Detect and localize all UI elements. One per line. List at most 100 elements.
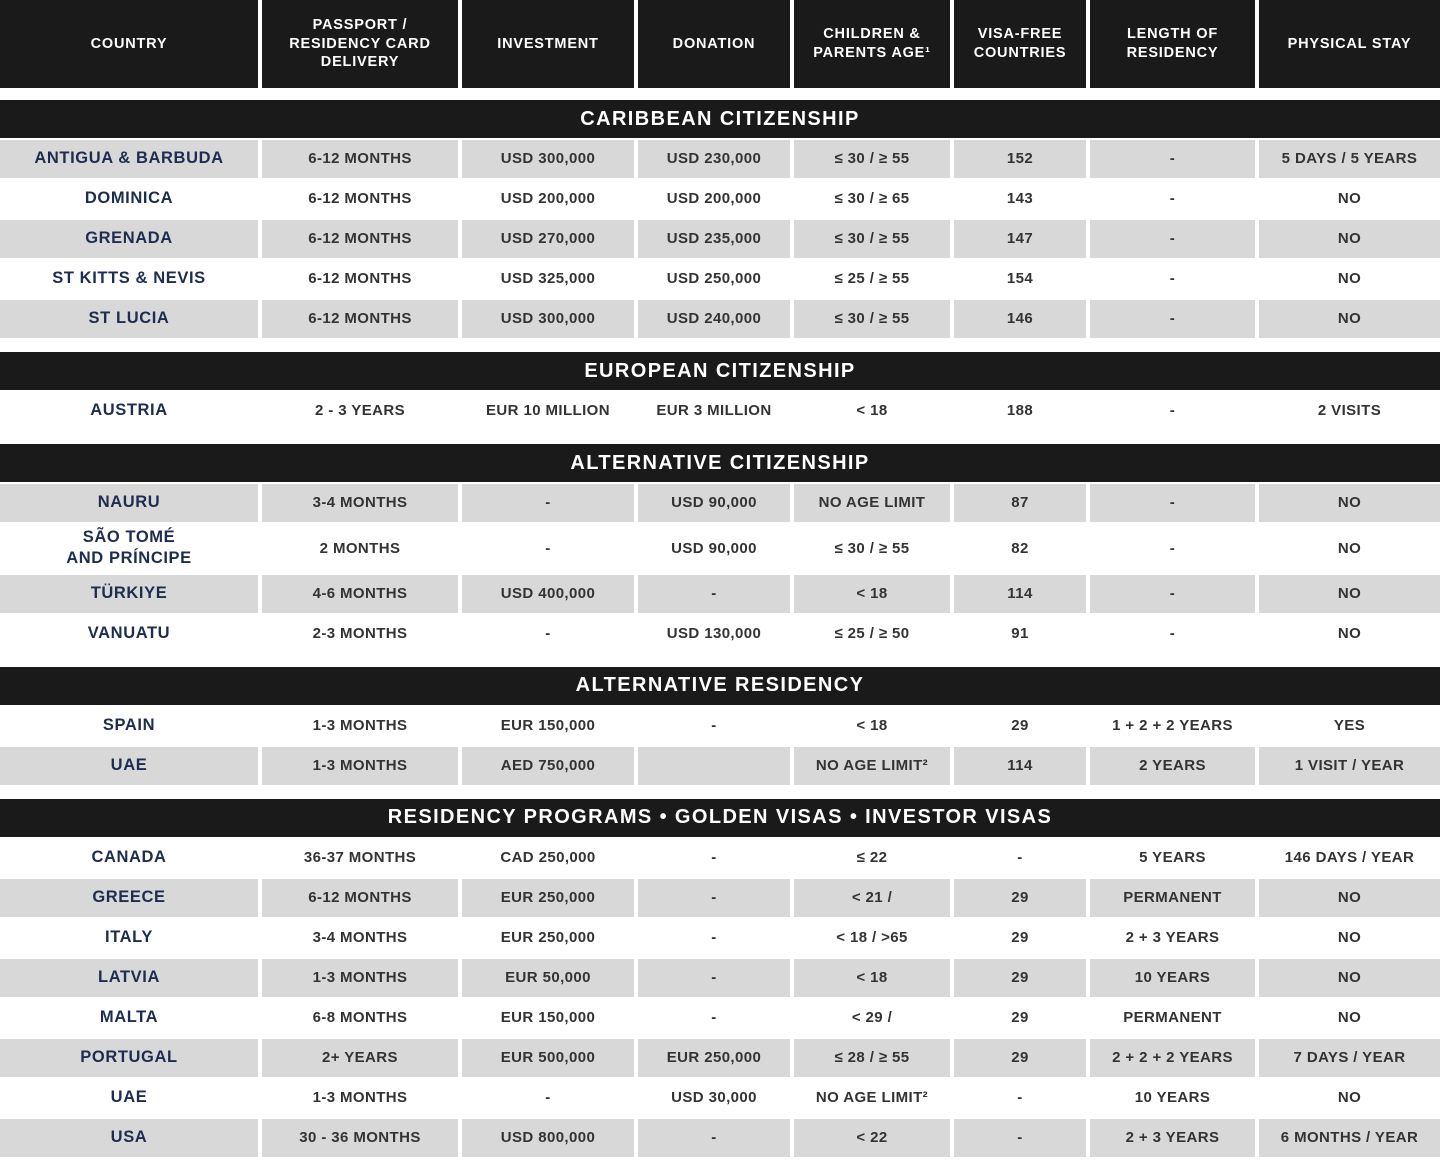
data-cell: - <box>462 614 634 653</box>
data-cell: 2 MONTHS <box>262 524 458 573</box>
column-header: VISA-FREE COUNTRIES <box>954 0 1086 88</box>
data-cell: NO <box>1259 998 1440 1037</box>
country-name: ST LUCIA <box>0 300 258 338</box>
data-cell: 6-8 MONTHS <box>262 998 458 1037</box>
table-section: CARIBBEAN CITIZENSHIP ANTIGUA & BARBUDA 6-… <box>0 100 1440 338</box>
column-header: INVESTMENT <box>462 0 634 88</box>
data-cell: 5 DAYS / 5 YEARS <box>1259 140 1440 178</box>
data-cell: - <box>954 1118 1086 1157</box>
data-cell: USD 250,000 <box>638 260 790 298</box>
data-cell: 114 <box>954 746 1086 785</box>
table-row: AUSTRIA 2 - 3 YEARS EUR 10 MILLION EUR 3 MI… <box>0 392 1440 430</box>
data-cell: - <box>462 1078 634 1117</box>
data-cell: 87 <box>954 484 1086 522</box>
data-cell: EUR 50,000 <box>462 958 634 997</box>
data-cell: 1-3 MONTHS <box>262 706 458 745</box>
country-name: TÜRKIYE <box>0 574 258 613</box>
data-cell: ≤ 28 / ≥ 55 <box>794 1038 950 1077</box>
data-cell: EUR 3 MILLION <box>638 392 790 430</box>
data-cell: 30 - 36 MONTHS <box>262 1118 458 1157</box>
data-cell: 6-12 MONTHS <box>262 140 458 178</box>
data-cell: 2 + 2 + 2 YEARS <box>1090 1038 1255 1077</box>
table-row: DOMINICA 6-12 MONTHS USD 200,000 USD 200,00… <box>0 180 1440 218</box>
country-name: NAURU <box>0 484 258 522</box>
country-name: UAE <box>0 746 258 785</box>
data-cell: 82 <box>954 524 1086 573</box>
data-cell: - <box>1090 260 1255 298</box>
data-cell: NO <box>1259 958 1440 997</box>
data-cell: PERMANENT <box>1090 998 1255 1037</box>
data-cell: 29 <box>954 878 1086 917</box>
data-cell: - <box>462 524 634 573</box>
data-cell: 143 <box>954 180 1086 218</box>
data-cell: USD 235,000 <box>638 220 790 258</box>
data-cell: EUR 500,000 <box>462 1038 634 1077</box>
country-name: SÃO TOMÉ AND PRÍNCIPE <box>0 524 258 573</box>
data-cell: EUR 150,000 <box>462 998 634 1037</box>
data-cell: USD 230,000 <box>638 140 790 178</box>
country-name: CANADA <box>0 838 258 877</box>
data-cell: USD 800,000 <box>462 1118 634 1157</box>
table-row: ST KITTS & NEVIS 6-12 MONTHS USD 325,000 US… <box>0 260 1440 298</box>
data-cell: USD 300,000 <box>462 140 634 178</box>
section-title: RESIDENCY PROGRAMS • GOLDEN VISAS • INVE… <box>0 798 1440 837</box>
data-cell: 2 YEARS <box>1090 746 1255 785</box>
table-row: PORTUGAL 2+ YEARS EUR 500,000 EUR 250,000 ≤ … <box>0 1038 1440 1077</box>
data-cell: 2 VISITS <box>1259 392 1440 430</box>
country-name: DOMINICA <box>0 180 258 218</box>
country-name: VANUATU <box>0 614 258 653</box>
table-row: MALTA 6-8 MONTHS EUR 150,000- < 29 /29 PERMA… <box>0 998 1440 1037</box>
data-cell: 3-4 MONTHS <box>262 484 458 522</box>
data-cell: NO <box>1259 524 1440 573</box>
data-cell: NO <box>1259 918 1440 957</box>
country-name: MALTA <box>0 998 258 1037</box>
data-cell: 29 <box>954 958 1086 997</box>
table-row: ANTIGUA & BARBUDA 6-12 MONTHS USD 300,000 U… <box>0 140 1440 178</box>
data-cell: 6-12 MONTHS <box>262 180 458 218</box>
data-cell: USD 30,000 <box>638 1078 790 1117</box>
data-cell: ≤ 25 / ≥ 50 <box>794 614 950 653</box>
data-cell: < 18 <box>794 392 950 430</box>
data-cell: NO AGE LIMIT² <box>794 1078 950 1117</box>
data-cell: 10 YEARS <box>1090 958 1255 997</box>
column-header: PASSPORT / RESIDENCY CARD DELIVERY <box>262 0 458 88</box>
column-header: LENGTH OF RESIDENCY <box>1090 0 1255 88</box>
section-title: CARIBBEAN CITIZENSHIP <box>0 100 1440 138</box>
data-cell: 2+ YEARS <box>262 1038 458 1077</box>
column-header: DONATION <box>638 0 790 88</box>
table-row: UAE 1-3 MONTHS - USD 30,000 NO AGE LIMIT² -10… <box>0 1078 1440 1117</box>
data-cell: NO <box>1259 878 1440 917</box>
table-section: ALTERNATIVE RESIDENCY SPAIN 1-3 MONTHS EUR … <box>0 666 1440 785</box>
data-cell: - <box>638 706 790 745</box>
data-cell: 4-6 MONTHS <box>262 574 458 613</box>
data-cell: AED 750,000 <box>462 746 634 785</box>
data-cell: 114 <box>954 574 1086 613</box>
table-row: TÜRKIYE 4-6 MONTHS USD 400,000- < 18 114- NO <box>0 574 1440 613</box>
data-cell: - <box>638 958 790 997</box>
data-cell: 147 <box>954 220 1086 258</box>
data-cell: 91 <box>954 614 1086 653</box>
data-cell: 6-12 MONTHS <box>262 260 458 298</box>
data-cell: EUR 250,000 <box>462 918 634 957</box>
data-cell: - <box>1090 140 1255 178</box>
country-name: ITALY <box>0 918 258 957</box>
data-cell: - <box>1090 574 1255 613</box>
table-row: VANUATU 2-3 MONTHS - USD 130,000 ≤ 25 / ≥ 50… <box>0 614 1440 653</box>
table-row: ITALY 3-4 MONTHS EUR 250,000- < 18 / >65 29 2… <box>0 918 1440 957</box>
data-cell: USD 325,000 <box>462 260 634 298</box>
table-row: LATVIA 1-3 MONTHS EUR 50,000- < 18 29 10 YEAR… <box>0 958 1440 997</box>
table-row: UAE 1-3 MONTHS AED 750,000 NO AGE LIMIT² 114… <box>0 746 1440 785</box>
data-cell: 152 <box>954 140 1086 178</box>
table-row: CANADA 36-37 MONTHS CAD 250,000- ≤ 22-5 YEA… <box>0 838 1440 877</box>
data-cell: 6-12 MONTHS <box>262 878 458 917</box>
data-cell: USD 130,000 <box>638 614 790 653</box>
data-cell: < 22 <box>794 1118 950 1157</box>
data-cell: < 18 <box>794 958 950 997</box>
data-cell: - <box>462 484 634 522</box>
data-cell: NO <box>1259 300 1440 338</box>
data-cell: < 21 / <box>794 878 950 917</box>
table-section: EUROPEAN CITIZENSHIP AUSTRIA 2 - 3 YEARS EU… <box>0 352 1440 430</box>
data-cell: < 18 <box>794 574 950 613</box>
data-cell: USD 300,000 <box>462 300 634 338</box>
